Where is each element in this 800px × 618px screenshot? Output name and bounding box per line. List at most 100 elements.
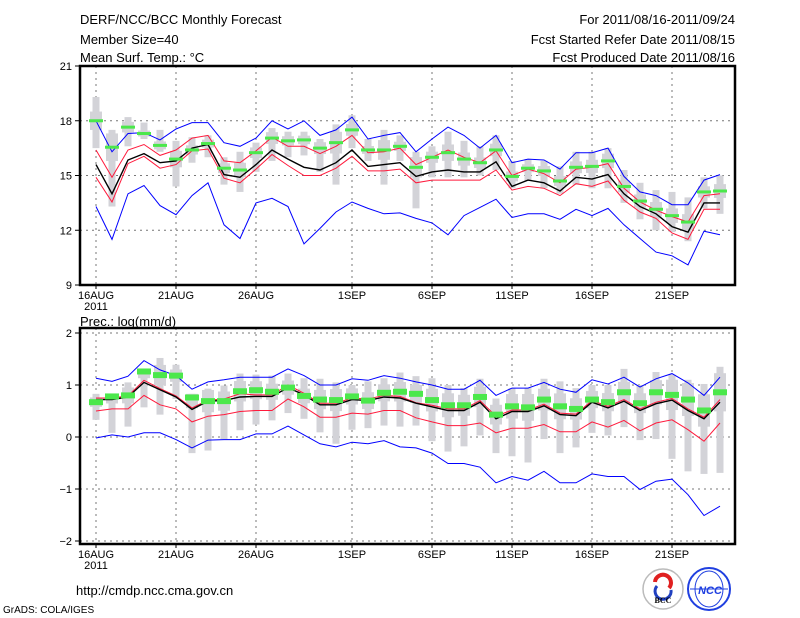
median-mark <box>505 403 519 410</box>
source-url: http://cmdp.ncc.cma.gov.cn <box>76 583 233 598</box>
plot-frame <box>78 64 737 287</box>
median-mark <box>345 393 359 400</box>
plot-frame <box>78 326 737 546</box>
x-tick-label: 6SEP <box>418 549 446 561</box>
precipitation-panel: 16AUG 21AUG 26AUG 1SEP 6SEP 11SEP 16SEP 21SEP20… <box>59 326 737 572</box>
ensemble-range-bar <box>668 374 676 459</box>
median-mark <box>281 384 295 391</box>
ensemble-range-bar <box>588 385 596 433</box>
median-mark <box>457 402 471 409</box>
ensemble-range-bar <box>380 378 388 426</box>
median-mark <box>137 368 151 375</box>
ensemble-range-bar <box>332 382 340 444</box>
median-mark <box>345 128 359 132</box>
y-tick-label: 15 <box>60 171 72 183</box>
median-mark <box>249 387 263 394</box>
median-mark <box>185 394 199 401</box>
median-mark <box>249 151 263 155</box>
median-mark <box>169 372 183 379</box>
series-upper-spread <box>96 379 721 418</box>
y-tick-label: −2 <box>59 536 72 548</box>
x-tick-label: 26AUG <box>238 549 274 561</box>
x-tick-label: 21AUG <box>158 549 194 561</box>
median-mark <box>681 396 695 403</box>
y-tick-label: 1 <box>66 380 72 392</box>
forecast-produced-date: Fcst Produced Date 2011/08/16 <box>552 50 735 65</box>
median-mark <box>633 400 647 407</box>
median-mark <box>137 132 151 136</box>
median-mark <box>297 392 311 399</box>
ensemble-range-bar <box>156 129 164 152</box>
median-mark <box>697 190 711 194</box>
series-ensemble-mean <box>95 143 720 233</box>
median-mark <box>329 397 343 404</box>
median-mark <box>569 405 583 412</box>
median-mark <box>377 389 391 396</box>
bcc-logo: BCC <box>642 568 684 610</box>
y-tick-label: 12 <box>60 225 72 237</box>
median-mark <box>473 393 487 400</box>
median-mark <box>521 404 535 411</box>
ensemble-range-bar <box>220 385 228 440</box>
median-mark <box>89 119 103 123</box>
series-lower-extreme <box>95 425 721 517</box>
x-tick-label: 16SEP <box>575 549 609 561</box>
median-mark <box>393 144 407 148</box>
median-mark <box>201 142 215 146</box>
median-mark <box>105 393 119 400</box>
ensemble-range-bar <box>332 124 340 185</box>
median-mark <box>425 397 439 404</box>
median-mark <box>169 157 183 161</box>
median-mark <box>697 407 711 414</box>
median-mark <box>553 403 567 410</box>
x-year-label: 2011 <box>84 301 108 313</box>
median-mark <box>665 214 679 218</box>
ensemble-range-bar <box>684 379 692 472</box>
forecast-start-date: Fcst Started Refer Date 2011/08/15 <box>531 32 735 47</box>
x-year-label: 2011 <box>84 560 108 572</box>
top-panel-variable: Mean Surf. Temp.: °C <box>80 50 204 65</box>
median-mark <box>361 148 375 152</box>
median-mark <box>217 166 231 170</box>
forecast-period: For 2011/08/16-2011/09/24 <box>579 12 735 27</box>
median-mark <box>633 199 647 203</box>
ensemble-range-bar <box>108 393 116 433</box>
median-mark <box>521 166 535 170</box>
ensemble-range-bar <box>140 369 148 408</box>
median-mark <box>569 165 583 169</box>
median-mark <box>617 389 631 396</box>
median-mark <box>489 411 503 418</box>
chart-title: DERF/NCC/BCC Monthly Forecast <box>80 12 282 27</box>
median-mark <box>505 174 519 178</box>
ensemble-range-bar <box>188 393 196 454</box>
x-tick-label: 1SEP <box>338 290 366 302</box>
x-tick-label: 11SEP <box>495 549 528 561</box>
median-mark <box>313 146 327 150</box>
ensemble-range-bar <box>348 385 356 430</box>
median-mark <box>409 390 423 397</box>
y-tick-label: 21 <box>60 61 72 73</box>
median-mark <box>265 136 279 140</box>
x-tick-label: 1SEP <box>338 549 366 561</box>
ensemble-range-bar <box>524 388 532 463</box>
x-tick-label: 6SEP <box>418 290 446 302</box>
median-mark <box>361 397 375 404</box>
median-mark <box>537 169 551 173</box>
median-mark <box>217 398 231 405</box>
ensemble-range-bar <box>716 366 724 473</box>
ensemble-range-bar <box>156 357 164 415</box>
series-lower-spread <box>95 394 721 442</box>
ensemble-range-bar <box>204 388 212 451</box>
median-mark <box>89 399 103 406</box>
median-mark <box>313 396 327 403</box>
ensemble-range-bar <box>236 373 244 431</box>
median-mark <box>601 159 615 163</box>
ensemble-range-bar <box>492 398 500 454</box>
median-mark <box>649 389 663 396</box>
median-mark <box>473 161 487 165</box>
median-mark <box>585 164 599 168</box>
temperature-panel: 16AUG 21AUG 26AUG 1SEP 6SEP 11SEP 16SEP 21SEP 20… <box>60 61 737 313</box>
y-tick-label: 2 <box>66 328 72 340</box>
series-upper-spread <box>95 134 721 223</box>
ensemble-range-bar <box>172 364 180 400</box>
